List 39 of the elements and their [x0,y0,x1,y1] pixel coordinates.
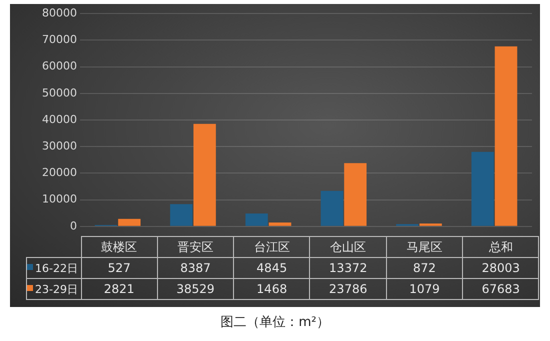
legend-label: 16-22日 [26,258,81,278]
data-label: 527 [81,258,158,278]
x-tick-label: 总和 [462,236,539,258]
y-tick-label: 70000 [42,33,77,46]
bar [320,190,344,226]
bar [268,222,292,226]
x-tick-label: 台江区 [234,236,310,258]
bar [193,124,216,226]
data-label: 872 [386,258,463,278]
y-tick-label: 50000 [42,86,77,100]
data-label: 8387 [157,258,234,278]
y-tick-label: 0 [70,219,77,232]
y-tick-label: 40000 [42,112,77,126]
y-tick-label: 30000 [42,139,77,152]
data-label: 4845 [234,258,310,278]
x-tick-label: 晋安区 [157,236,234,258]
data-label: 67683 [462,278,539,300]
y-tick-label: 10000 [42,192,77,206]
x-tick-label: 马尾区 [386,236,463,258]
data-label: 28003 [462,258,539,278]
legend-label: 23-29日 [26,278,81,300]
data-label: 2821 [81,278,158,300]
x-tick-label: 仓山区 [310,236,386,258]
bar [245,214,268,226]
y-tick-label: 60000 [42,60,77,73]
bar [494,46,518,226]
data-label: 23786 [310,278,386,300]
bar [344,163,367,226]
data-label: 38529 [157,278,234,300]
text: 图二（单位：m²） [220,314,330,331]
data-label: 13372 [310,258,386,278]
y-tick-label: 20000 [42,166,77,180]
bar [170,204,193,226]
bar [471,152,494,226]
x-tick-label: 鼓楼区 [81,236,158,258]
bar [118,218,141,226]
y-tick-label: 80000 [42,6,77,20]
data-label: 1468 [234,278,310,300]
data-label: 1079 [386,278,463,300]
